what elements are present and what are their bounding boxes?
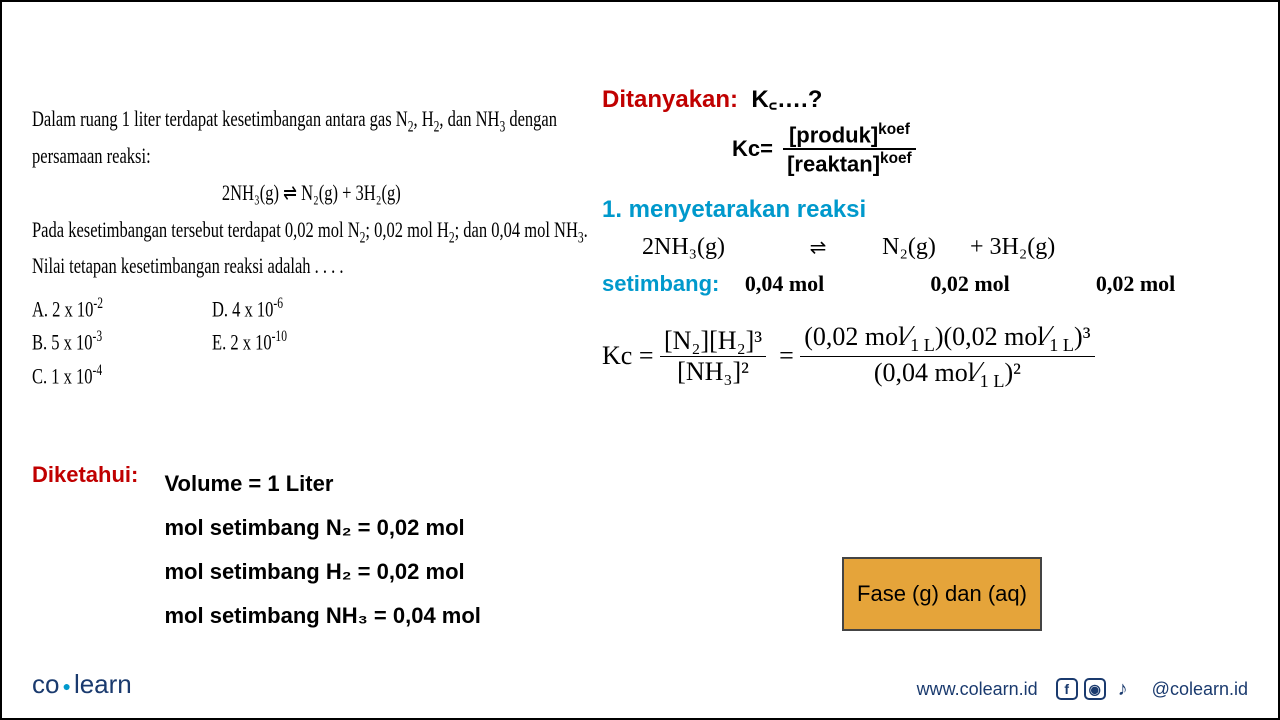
react-arrow: ⇌ (788, 235, 848, 260)
d2a2: 1 L (980, 371, 1005, 391)
n2a: (0,02 mol (804, 322, 905, 351)
diketahui-l2: mol setimbang N₂ = 0,02 mol (164, 506, 480, 550)
balanced-reaction: 2NH₃(g) ⇌ N₂(g) + 3H₂(g) (642, 234, 1252, 261)
react-h2: 3H₂(g) (990, 234, 1100, 261)
diketahui-l1: Volume = 1 Liter (164, 462, 480, 506)
intro-a: Dalam ruang 1 liter terdapat kesetimbang… (32, 106, 408, 131)
kc-lhs: Kc= (732, 136, 773, 162)
kc2-den2: (0,04 mol⁄1 L)² (800, 357, 1094, 392)
footer-handle: @colearn.id (1152, 679, 1248, 700)
diketahui-l4: mol setimbang NH₃ = 0,04 mol (164, 594, 480, 638)
setimbang-v1: 0,04 mol (745, 271, 855, 297)
option-b: B. 5 x 10-3 (32, 325, 212, 358)
diketahui-label: Diketahui: (32, 462, 138, 488)
facebook-icon: f (1056, 678, 1078, 700)
problem-line3: Nilai tetapan kesetimbangan reaksi adala… (32, 249, 591, 282)
fase-box: Fase (g) dan (aq) (842, 557, 1042, 631)
options-block: A. 2 x 10-2 D. 4 x 10-6 B. 5 x 10-3 E. 2… (32, 292, 591, 392)
kc-num-base: [produk] (789, 122, 878, 147)
react-nh3: 2NH₃(g) (642, 234, 782, 261)
setimbang-row: setimbang: 0,04 mol 0,02 mol 0,02 mol (602, 271, 1252, 297)
social-icons: f ◉ ♪ (1056, 678, 1134, 700)
optB-pre: B. 5 x 10 (32, 330, 93, 355)
optA-pre: A. 2 x 10 (32, 296, 93, 321)
l2b: ; 0,02 mol H (365, 217, 448, 242)
optD-pre: D. 4 x 10 (212, 296, 273, 321)
option-d: D. 4 x 10-6 (212, 292, 283, 325)
l2a: Pada kesetimbangan tersebut terdapat 0,0… (32, 217, 360, 242)
problem-intro: Dalam ruang 1 liter terdapat kesetimbang… (32, 102, 591, 172)
brand-learn: learn (74, 669, 132, 699)
diketahui-l3: mol setimbang H₂ = 0,02 mol (164, 550, 480, 594)
diketahui-block: Diketahui: Volume = 1 Liter mol setimban… (32, 462, 481, 638)
step1-title: 1. menyetarakan reaksi (602, 196, 1252, 224)
kc-den-base: [reaktan] (787, 152, 880, 177)
n2a4: 1 L (1049, 335, 1074, 355)
option-c: C. 1 x 10-4 (32, 359, 212, 392)
kc2-eq: = (779, 341, 794, 371)
l2d: . (584, 217, 588, 242)
brand-logo: co●learn (32, 669, 132, 700)
diketahui-lines: Volume = 1 Liter mol setimbang N₂ = 0,02… (164, 462, 480, 638)
setimbang-v2: 0,02 mol (930, 271, 1070, 297)
optE-pre: E. 2 x 10 (212, 330, 272, 355)
ditanyakan-row: Ditanyakan: K꜀….? (602, 82, 1252, 115)
instagram-icon: ◉ (1084, 678, 1106, 700)
optA-exp: -2 (93, 295, 103, 312)
brand-co: co (32, 669, 59, 699)
optC-pre: C. 1 x 10 (32, 363, 93, 388)
problem-line2: Pada kesetimbangan tersebut terdapat 0,0… (32, 213, 591, 250)
ditanyakan-label: Ditanyakan: (602, 86, 738, 113)
kc-num-exp: koef (878, 121, 910, 138)
optE-exp: -10 (272, 328, 287, 345)
setimbang-v3: 0,02 mol (1096, 271, 1175, 297)
solution-block: Ditanyakan: K꜀….? Kc= [produk]koef [reak… (602, 82, 1252, 392)
footer-url: www.colearn.id (917, 679, 1038, 700)
problem-equation: 2NH₃(g) ⇌ N₂(g) + 3H₂(g) (32, 176, 591, 209)
kc2-lhs: Kc = (602, 341, 653, 371)
optC-exp: -4 (93, 362, 103, 379)
optB-exp: -3 (93, 328, 103, 345)
intro-c: , dan NH (439, 106, 499, 131)
react-plus: + (970, 234, 984, 261)
n2a2: 1 L (910, 335, 935, 355)
ditanyakan-value: K꜀….? (751, 86, 822, 113)
d2a: (0,04 mol (874, 358, 975, 387)
footer-right: www.colearn.id f ◉ ♪ @colearn.id (917, 678, 1248, 700)
optD-exp: -6 (273, 295, 283, 312)
brand-dot-icon: ● (62, 678, 70, 694)
problem-block: Dalam ruang 1 liter terdapat kesetimbang… (32, 102, 592, 392)
n2a5: )³ (1074, 322, 1090, 351)
d2a3: )² (1004, 358, 1020, 387)
tiktok-icon: ♪ (1112, 678, 1134, 700)
kc2-num2: (0,02 mol⁄1 L)(0,02 mol⁄1 L)³ (800, 321, 1094, 357)
option-e: E. 2 x 10-10 (212, 325, 287, 358)
option-a: A. 2 x 10-2 (32, 292, 212, 325)
n2a3: )(0,02 mol (935, 322, 1045, 351)
kc2-num: [N₂][H₂]³ (660, 326, 766, 357)
react-n2: N₂(g) (854, 234, 964, 261)
kc2-den: [NH₃]² (660, 357, 766, 387)
kc-general-formula: Kc= [produk]koef [reaktan]koef (732, 121, 916, 178)
l2c: ; dan 0,04 mol NH (455, 217, 578, 242)
kc-expression: Kc = [N₂][H₂]³ [NH₃]² = (0,02 mol⁄1 L)(0… (602, 321, 1252, 392)
setimbang-label: setimbang: (602, 271, 719, 296)
intro-b: , H (413, 106, 433, 131)
kc-den-exp: koef (880, 150, 912, 167)
